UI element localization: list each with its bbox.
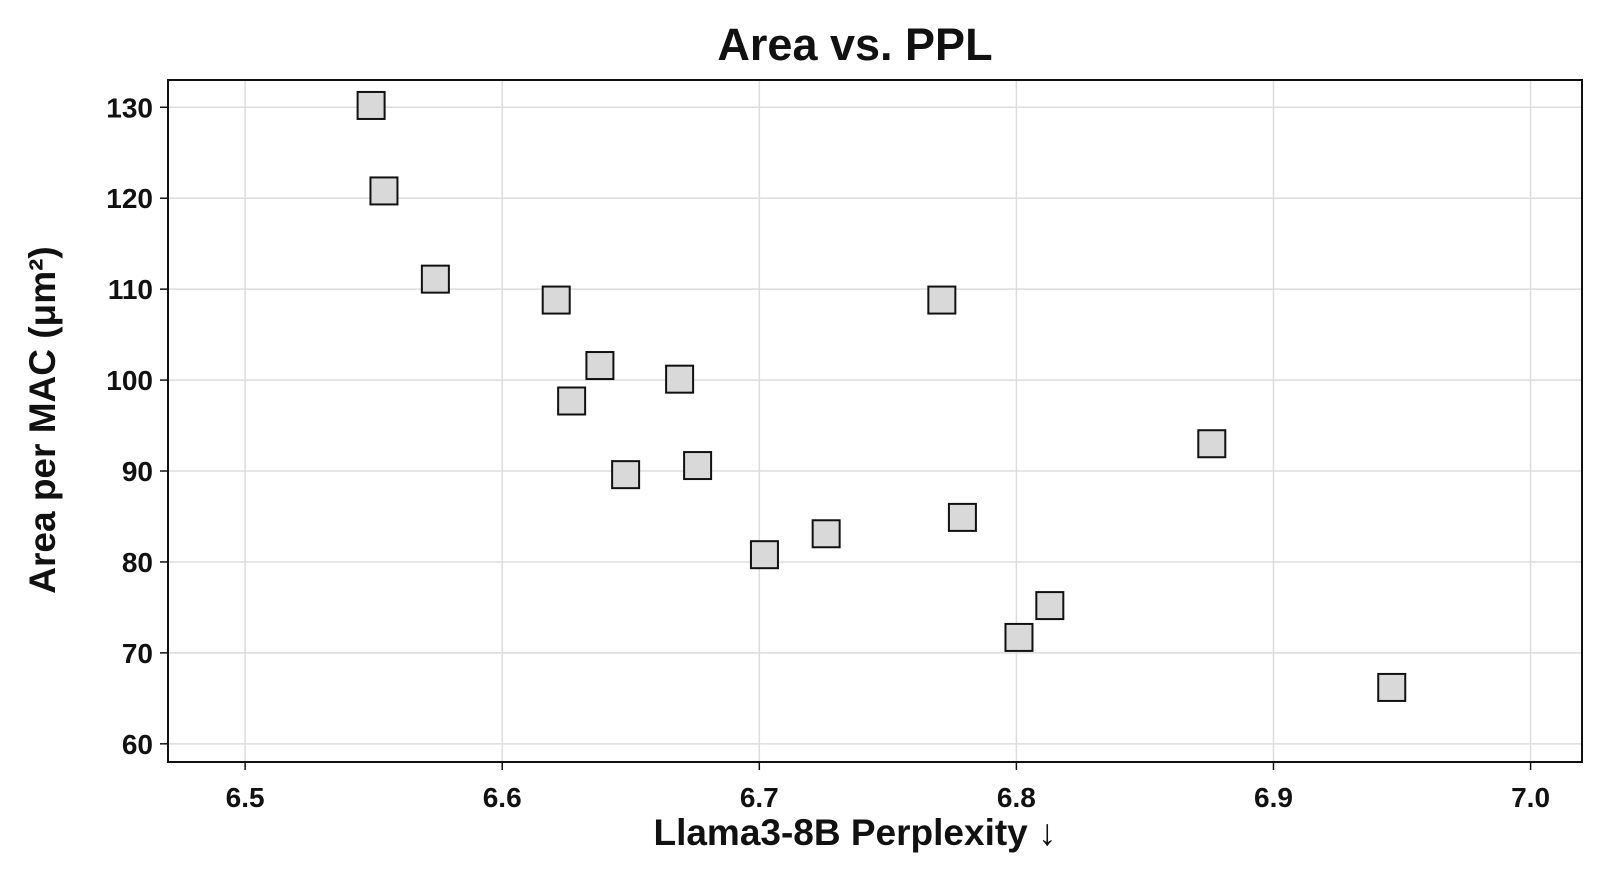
y-tick-label: 100 [106, 365, 153, 396]
data-point [541, 285, 571, 315]
x-tick-label: 6.9 [1254, 782, 1293, 813]
x-tick-label: 7.0 [1511, 782, 1550, 813]
x-tick-label: 6.8 [997, 782, 1036, 813]
data-point [665, 364, 695, 394]
x-axis-title: Llama3-8B Perplexity ↓ [653, 812, 1056, 853]
data-point [1004, 622, 1034, 652]
data-point [1197, 429, 1227, 459]
y-axis: 60 70 80 90 100 110 120 130 [106, 92, 168, 760]
data-point [611, 460, 641, 490]
y-tick-label: 60 [122, 729, 153, 760]
y-axis-title: Area per MAC (μm²) [22, 246, 63, 593]
data-point [811, 519, 841, 549]
data-point [1377, 672, 1407, 702]
chart-title: Area vs. PPL [717, 19, 992, 70]
data-point [557, 386, 587, 416]
data-point [749, 540, 779, 570]
data-point [1035, 591, 1065, 621]
data-points [356, 90, 1407, 702]
x-axis: 6.5 6.6 6.7 6.8 6.9 7.0 [226, 762, 1550, 813]
data-point [927, 285, 957, 315]
data-point [585, 351, 615, 381]
x-tick-label: 6.5 [226, 782, 265, 813]
y-tick-label: 80 [122, 547, 153, 578]
x-tick-label: 6.7 [740, 782, 779, 813]
plot-frame [167, 79, 1583, 763]
data-point [420, 264, 450, 294]
data-point [369, 176, 399, 206]
y-tick-label: 70 [122, 638, 153, 669]
data-point [683, 451, 713, 481]
y-tick-label: 120 [106, 183, 153, 214]
x-tick-label: 6.6 [483, 782, 522, 813]
y-tick-label: 90 [122, 456, 153, 487]
data-point [356, 90, 386, 120]
y-tick-label: 110 [108, 274, 153, 305]
grid [168, 80, 1582, 762]
data-point [947, 502, 977, 532]
y-tick-label: 130 [106, 92, 153, 123]
